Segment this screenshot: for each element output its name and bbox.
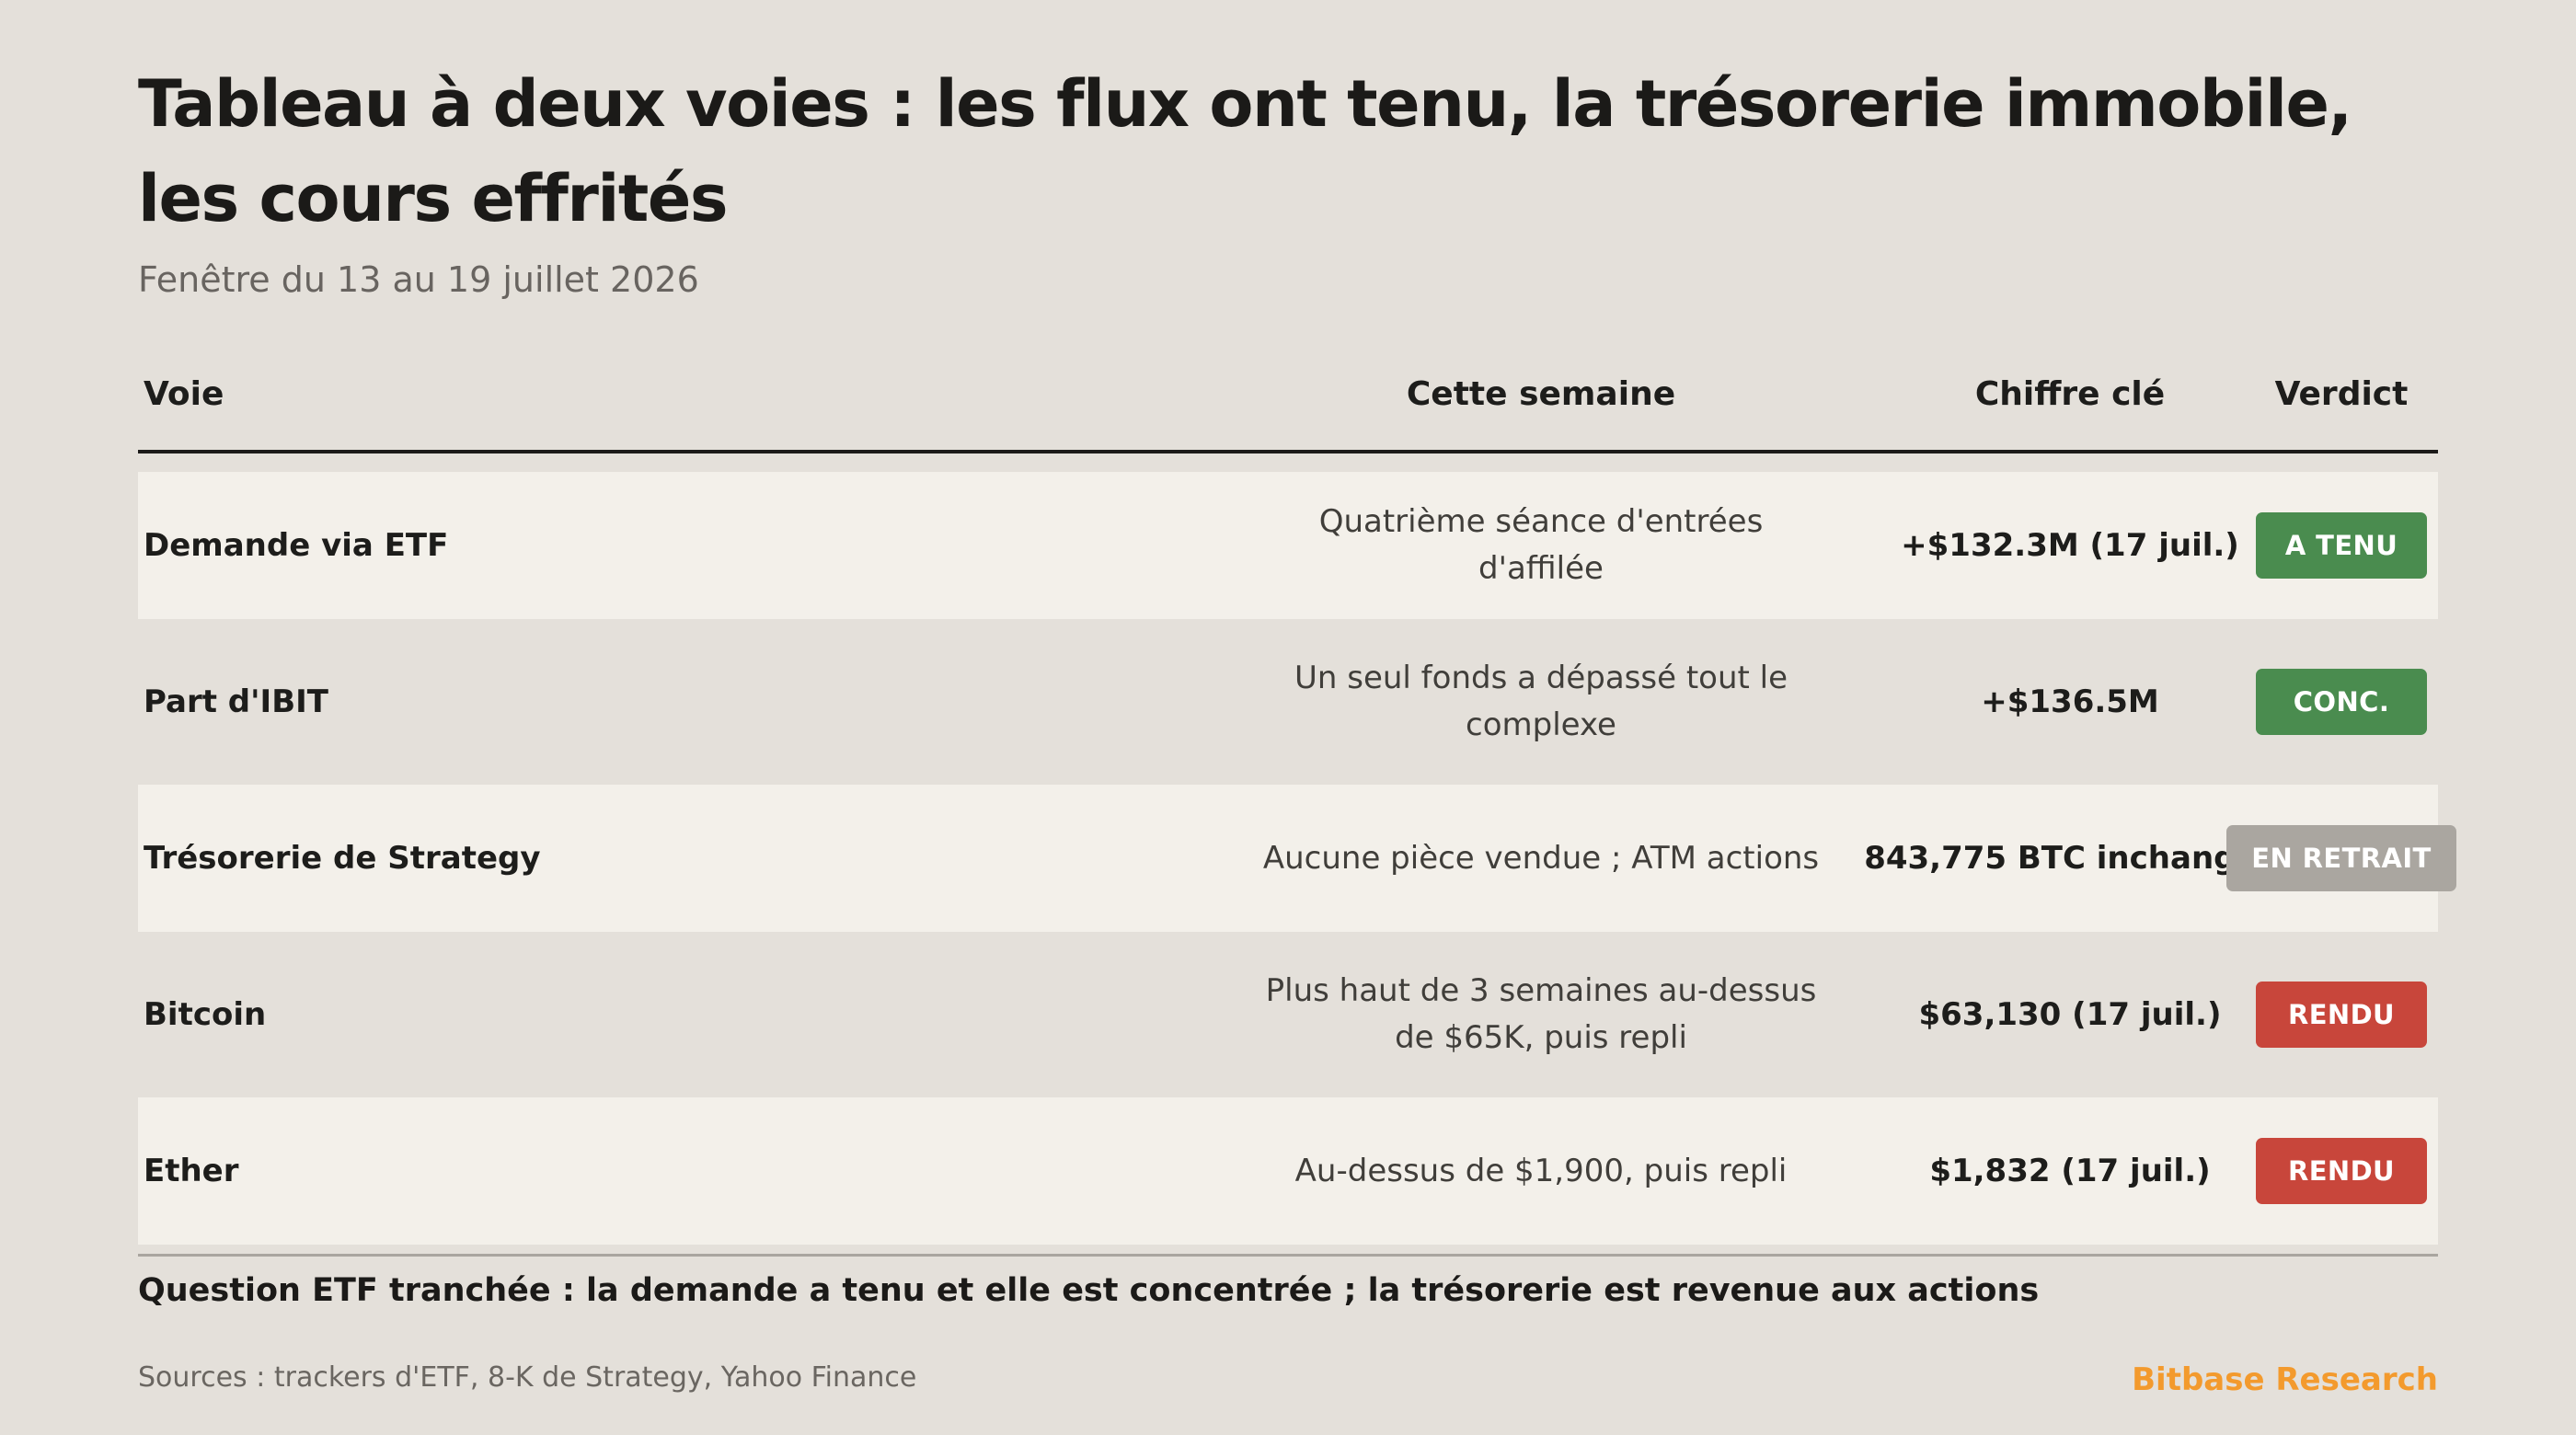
row-this-week-cell: Au-dessus de $1,900, puis repli (1067, 1097, 2015, 1245)
conclusion-text: Question ETF tranchée : la demande a ten… (138, 1272, 2040, 1309)
row-lane-label: Part d'IBIT (144, 683, 328, 720)
row-lane-label: Bitcoin (144, 996, 267, 1033)
row-key-figure: $1,832 (17 juil.) (1929, 1153, 2211, 1189)
row-verdict-cell: RENDU (2194, 932, 2489, 1097)
page: Tableau à deux voies : les flux ont tenu… (138, 0, 2456, 1435)
row-key-figure: +$132.3M (17 juil.) (1901, 527, 2239, 564)
table-row: Bitcoin Plus haut de 3 semaines au-dessu… (138, 932, 2438, 1097)
row-this-week-cell: Un seul fonds a dépassé tout le complexe (1067, 619, 2015, 785)
page-title: Tableau à deux voies : les flux ont tenu… (138, 66, 2352, 236)
row-this-week-text: Aucune pièce vendue ; ATM actions (1262, 839, 1820, 877)
verdict-badge: CONC. (2256, 669, 2427, 735)
brand-logo: Bitbase Research (2132, 1361, 2438, 1398)
row-key-figure: +$136.5M (1981, 683, 2159, 720)
row-lane-label: Trésorerie de Strategy (144, 840, 541, 877)
row-this-week-text: Plus haut de 3 semaines au-dessus de $65… (1265, 972, 1817, 1056)
row-this-week-text: Un seul fonds a dépassé tout le complexe (1294, 660, 1788, 743)
table-row: Trésorerie de Strategy Aucune pièce vend… (138, 785, 2456, 932)
table-bottom-divider (138, 1254, 2438, 1257)
row-lane-label: Demande via ETF (144, 527, 449, 564)
row-this-week-text: Quatrième séance d'entrées d'affilée (1318, 503, 1764, 587)
column-header-voie: Voie (144, 375, 224, 413)
table-row: Part d'IBIT Un seul fonds a dépassé tout… (138, 619, 2438, 785)
row-key-figure: $63,130 (17 juil.) (1918, 996, 2222, 1033)
table-header: Voie Cette semaine Chiffre clé Verdict (138, 363, 2438, 453)
column-header-verdict: Verdict (2274, 375, 2409, 413)
verdict-badge: RENDU (2256, 1138, 2427, 1204)
row-verdict-cell: CONC. (2194, 619, 2489, 785)
column-header-chiffre-cle: Chiffre clé (1974, 375, 2166, 413)
row-key-figure: 843,775 BTC inchangés (1864, 840, 2276, 877)
column-header-cette-semaine: Cette semaine (1406, 375, 1676, 413)
page-subtitle: Fenêtre du 13 au 19 juillet 2026 (138, 259, 699, 300)
row-this-week-text: Au-dessus de $1,900, puis repli (1294, 1152, 1788, 1189)
summary-table: Voie Cette semaine Chiffre clé Verdict D… (138, 363, 2456, 1257)
row-verdict-cell: RENDU (2194, 1097, 2489, 1245)
table-row: Ether Au-dessus de $1,900, puis repli $1… (138, 1097, 2438, 1245)
row-verdict-cell: EN RETRAIT (2194, 785, 2489, 932)
sources-note: Sources : trackers d'ETF, 8-K de Strateg… (138, 1361, 917, 1394)
row-this-week-cell: Plus haut de 3 semaines au-dessus de $65… (1067, 932, 2015, 1097)
row-lane-label: Ether (144, 1153, 239, 1189)
table-row: Demande via ETF Quatrième séance d'entré… (138, 472, 2438, 619)
verdict-badge: EN RETRAIT (2226, 825, 2456, 891)
verdict-badge: RENDU (2256, 982, 2427, 1048)
verdict-badge: A TENU (2256, 512, 2427, 579)
row-this-week-cell: Aucune pièce vendue ; ATM actions (1067, 785, 2015, 932)
row-verdict-cell: A TENU (2194, 472, 2489, 619)
row-this-week-cell: Quatrième séance d'entrées d'affilée (1067, 472, 2015, 619)
